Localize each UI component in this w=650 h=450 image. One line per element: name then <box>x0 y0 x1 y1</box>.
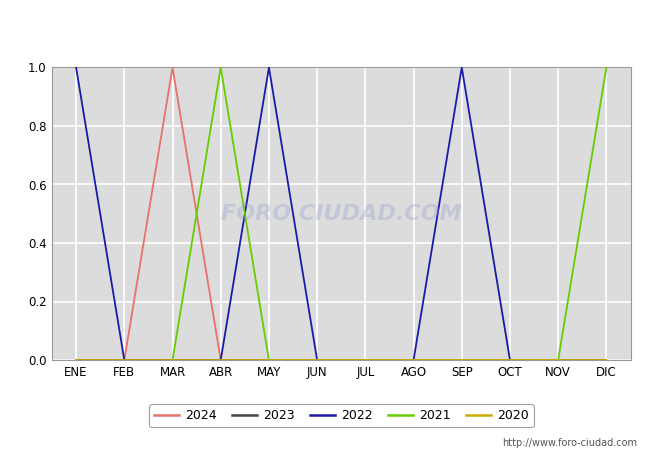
Text: http://www.foro-ciudad.com: http://www.foro-ciudad.com <box>502 438 637 448</box>
Text: FORO CIUDAD.COM: FORO CIUDAD.COM <box>221 204 462 224</box>
Legend: 2024, 2023, 2022, 2021, 2020: 2024, 2023, 2022, 2021, 2020 <box>149 404 534 428</box>
Text: Matriculaciones de Vehiculos en Santibáñez de Valcorba: Matriculaciones de Vehiculos en Santibáñ… <box>99 17 551 32</box>
